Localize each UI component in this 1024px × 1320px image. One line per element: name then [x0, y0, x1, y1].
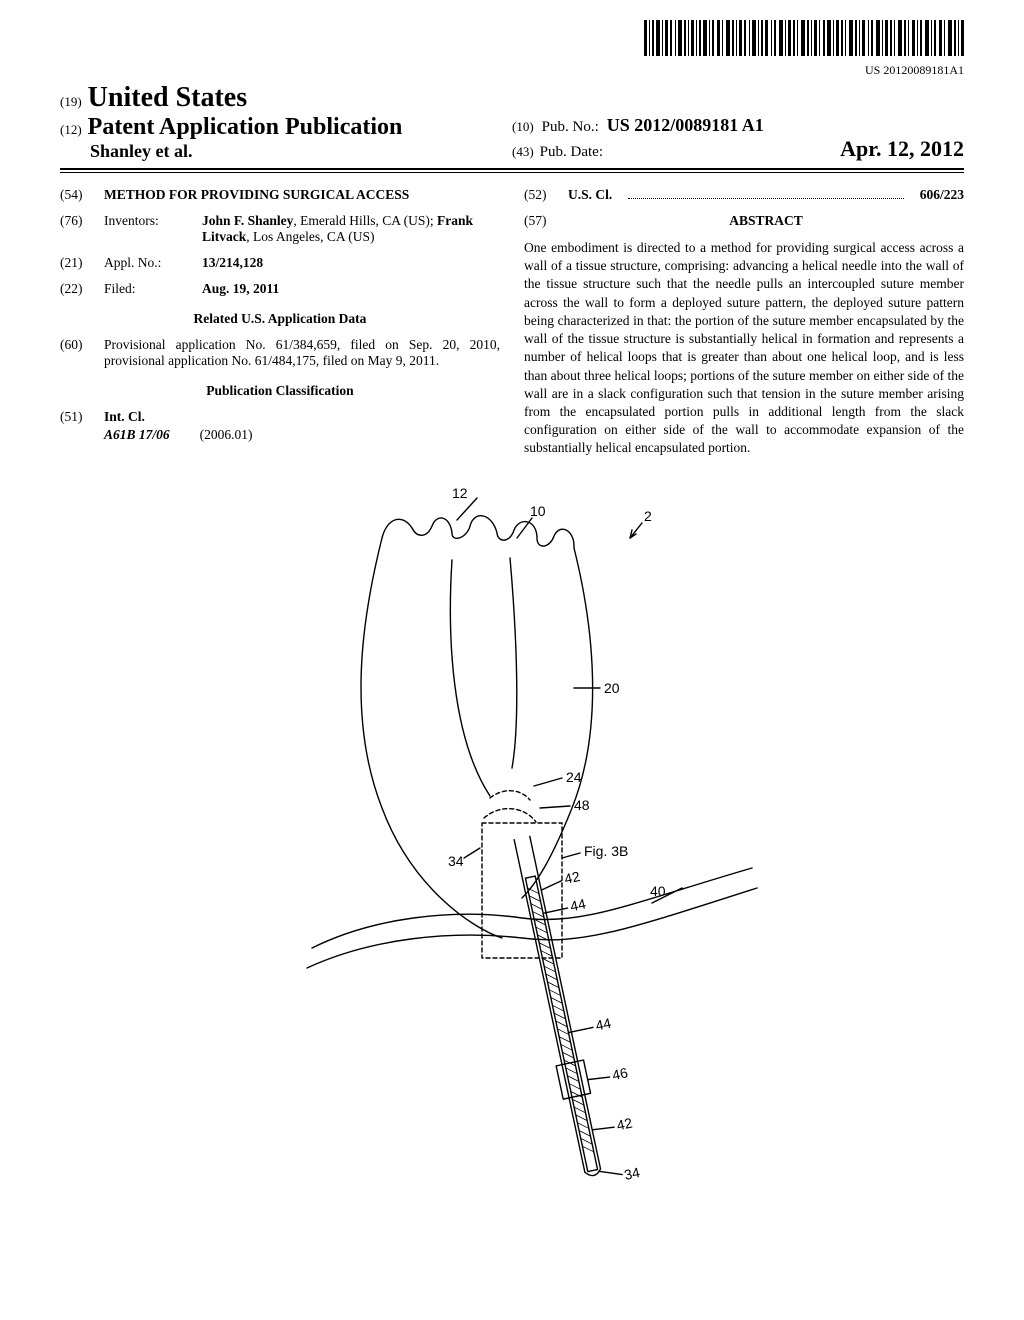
pub-date: Apr. 12, 2012 [840, 136, 964, 162]
tube-left [514, 839, 585, 1172]
pub-type-num: (12) [60, 122, 82, 138]
pub-no-label: Pub. No.: [542, 119, 599, 136]
inventors-value: John F. Shanley, Emerald Hills, CA (US);… [202, 213, 500, 245]
pub-type: Patent Application Publication [88, 114, 403, 141]
label-46: 46 [611, 1064, 630, 1083]
inventor1-loc: , Emerald Hills, CA (US); [293, 213, 437, 228]
uscl-dots [628, 198, 903, 199]
leader-34b [599, 1166, 622, 1178]
label-34b: 34 [623, 1164, 642, 1183]
leader-42a [540, 880, 563, 889]
leader-12 [457, 498, 477, 520]
abstract-label: ABSTRACT [568, 213, 964, 229]
related-heading: Related U.S. Application Data [60, 311, 500, 327]
provisional-text: Provisional application No. 61/384,659, … [104, 337, 500, 369]
leader-48 [540, 806, 570, 808]
label-fig3b: Fig. 3B [584, 843, 628, 859]
classification-heading: Publication Classification [60, 383, 500, 399]
leader-42b [592, 1125, 614, 1132]
inventors-label: Inventors: [104, 213, 192, 245]
filed-value: Aug. 19, 2011 [202, 281, 500, 297]
pub-no: US 2012/0089181 A1 [607, 115, 764, 136]
intcl-code: A61B 17/06 [104, 427, 170, 443]
heart-outer [361, 538, 593, 938]
applno-label: Appl. No.: [104, 255, 192, 271]
intcl-label: Int. Cl. [104, 409, 500, 425]
country-num: (19) [60, 94, 82, 110]
abstract-text: One embodiment is directed to a method f… [524, 239, 964, 458]
hub [556, 1060, 590, 1099]
heart-inner [450, 558, 516, 796]
inventor1-name: John F. Shanley [202, 213, 293, 228]
label-34a: 34 [448, 853, 464, 869]
surface-lower [307, 888, 757, 968]
applno-num: (21) [60, 255, 94, 271]
country: United States [88, 82, 247, 114]
intcl-line: A61B 17/06 (2006.01) [104, 427, 500, 443]
label-40: 40 [650, 883, 666, 899]
label-48: 48 [574, 797, 590, 813]
filed-num: (22) [60, 281, 94, 297]
leader-34a [464, 848, 480, 858]
right-column: (52) U.S. Cl. 606/223 (57) ABSTRACT One … [524, 187, 964, 458]
inventors-num: (76) [60, 213, 94, 245]
valve-mid [484, 808, 536, 821]
intcl-year: (2006.01) [200, 427, 253, 443]
title-num: (54) [60, 187, 94, 203]
uscl-num: (52) [524, 187, 558, 203]
label-20: 20 [604, 680, 620, 696]
uscl-value: 606/223 [920, 187, 964, 203]
title-value: METHOD FOR PROVIDING SURGICAL ACCESS [104, 187, 500, 203]
header-block: (19) United States (12) Patent Applicati… [60, 82, 964, 173]
inventor2-loc: , Los Angeles, CA (US) [246, 229, 374, 244]
uscl-field: (52) U.S. Cl. 606/223 [524, 187, 964, 203]
left-column: (54) METHOD FOR PROVIDING SURGICAL ACCES… [60, 187, 500, 458]
barcode-text: US 20120089181A1 [60, 63, 964, 78]
uscl-label: U.S. Cl. [568, 187, 612, 203]
divider [60, 172, 964, 173]
label-12: 12 [452, 488, 468, 501]
inventors-field: (76) Inventors: John F. Shanley, Emerald… [60, 213, 500, 245]
pub-date-num: (43) [512, 144, 534, 160]
pub-no-num: (10) [512, 119, 534, 135]
intcl-num: (51) [60, 409, 94, 425]
patent-figure: 12 10 2 20 24 48 Fig. 3B [252, 488, 772, 1188]
applno-value: 13/214,128 [202, 255, 500, 271]
label-42b: 42 [615, 1114, 634, 1133]
intcl-field: (51) Int. Cl. [60, 409, 500, 425]
leader-fig3b [562, 853, 580, 858]
filed-label: Filed: [104, 281, 192, 297]
authors-line: Shanley et al. [90, 141, 512, 162]
label-44b: 44 [594, 1014, 613, 1033]
valve-top [490, 790, 530, 799]
label-44a: 44 [569, 895, 588, 914]
barcode-graphic [644, 20, 964, 56]
figure-area: 12 10 2 20 24 48 Fig. 3B [60, 488, 964, 1193]
provisional-num: (60) [60, 337, 94, 369]
label-24: 24 [566, 769, 582, 785]
leader-44a [543, 908, 567, 913]
leader-46 [588, 1075, 610, 1082]
label-10: 10 [530, 503, 546, 519]
filed-field: (22) Filed: Aug. 19, 2011 [60, 281, 500, 297]
title-field: (54) METHOD FOR PROVIDING SURGICAL ACCES… [60, 187, 500, 203]
leader-24 [534, 778, 562, 786]
label-42a: 42 [563, 868, 582, 887]
biblio-columns: (54) METHOD FOR PROVIDING SURGICAL ACCES… [60, 187, 964, 458]
applno-field: (21) Appl. No.: 13/214,128 [60, 255, 500, 271]
heart-crest [382, 515, 574, 547]
pub-date-label: Pub. Date: [540, 144, 603, 161]
leader-44b [568, 1027, 592, 1032]
abstract-num: (57) [524, 213, 558, 235]
barcode-section: US 20120089181A1 [60, 20, 964, 78]
provisional-field: (60) Provisional application No. 61/384,… [60, 337, 500, 369]
label-2: 2 [644, 508, 652, 524]
